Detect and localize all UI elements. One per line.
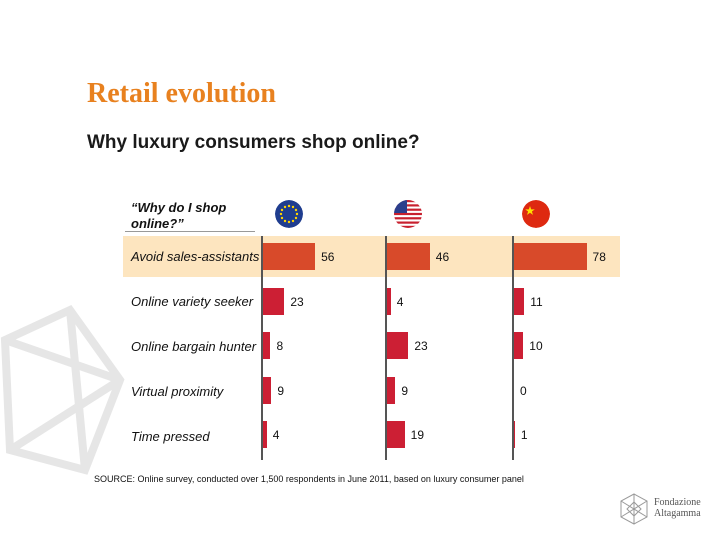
eu-flag-icon xyxy=(275,200,303,228)
value-label-eu-4: 4 xyxy=(272,428,280,442)
chart-question: “Why do I shop online?” xyxy=(131,200,226,232)
us-flag-icon xyxy=(394,200,422,228)
value-label-china-3: 0 xyxy=(520,384,527,398)
category-label-online-variety-seeker: Online variety seeker xyxy=(131,294,254,309)
category-label-online-bargain-hunter: Online bargain hunter xyxy=(131,339,257,354)
source-note: SOURCE: Online survey, conducted over 1,… xyxy=(94,474,524,484)
question-line-2: online?” xyxy=(131,216,184,231)
altagamma-logo-icon xyxy=(620,493,648,525)
value-label-us-0: 46 xyxy=(435,250,450,264)
bar-china-4 xyxy=(514,421,515,448)
question-line-1: “Why do I shop xyxy=(131,200,227,215)
bar-china-0 xyxy=(514,243,587,270)
decorative-geometric-shape xyxy=(0,304,125,475)
value-label-eu-1: 23 xyxy=(290,295,304,309)
bar-china-2 xyxy=(514,332,524,359)
value-label-china-4: 1 xyxy=(520,428,528,442)
value-label-china-0: 78 xyxy=(592,250,606,264)
header-separator xyxy=(125,231,255,232)
page-title: Retail evolution xyxy=(87,78,276,109)
bar-china-1 xyxy=(514,288,525,315)
bar-us-3 xyxy=(387,377,396,404)
axis-us xyxy=(385,236,387,460)
bar-eu-3 xyxy=(263,377,272,404)
value-label-eu-2: 8 xyxy=(276,339,284,353)
value-label-eu-0: 56 xyxy=(321,250,335,264)
logo-line-2: Altagamma xyxy=(654,508,701,519)
logo-text: Fondazione Altagamma xyxy=(654,497,701,519)
page-subtitle: Why luxury consumers shop online? xyxy=(87,132,420,153)
bar-eu-1 xyxy=(263,288,285,315)
category-label-avoid-sales-assistants: Avoid sales-assistants xyxy=(131,249,260,264)
value-label-china-2: 10 xyxy=(529,339,543,353)
category-label-virtual-proximity: Virtual proximity xyxy=(131,384,224,399)
bar-eu-4 xyxy=(263,421,267,448)
bar-eu-2 xyxy=(263,332,271,359)
category-label-time-pressed: Time pressed xyxy=(131,429,210,444)
value-label-us-4: 19 xyxy=(410,428,425,442)
logo-line-1: Fondazione xyxy=(654,497,701,508)
china-flag-icon xyxy=(522,200,550,228)
bar-us-1 xyxy=(387,288,391,315)
bar-eu-0 xyxy=(263,243,316,270)
axis-china xyxy=(512,236,514,460)
value-label-eu-3: 9 xyxy=(277,384,285,398)
bar-us-0 xyxy=(387,243,430,270)
value-label-us-2: 23 xyxy=(414,339,428,353)
value-label-us-1: 4 xyxy=(396,295,404,309)
axis-eu xyxy=(261,236,263,460)
bar-us-4 xyxy=(387,421,405,448)
bar-us-2 xyxy=(387,332,409,359)
value-label-china-1: 11 xyxy=(530,295,543,309)
value-label-us-3: 9 xyxy=(401,384,409,398)
